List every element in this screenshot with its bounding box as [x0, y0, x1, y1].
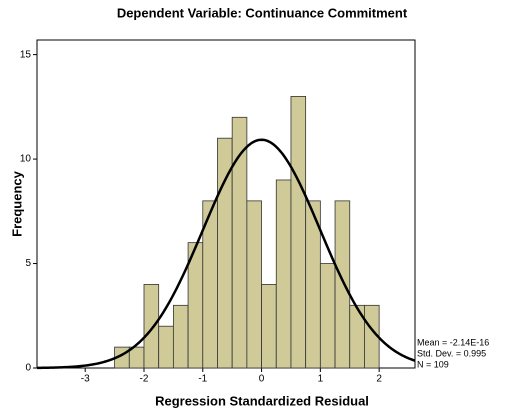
- chart-title: Dependent Variable: Continuance Commitme…: [117, 5, 408, 20]
- bar: [143, 284, 160, 369]
- bar: [334, 200, 351, 369]
- bar: [275, 179, 292, 369]
- bar: [246, 200, 262, 369]
- bar: [172, 304, 189, 369]
- x-tick-label: -3: [81, 374, 90, 385]
- bar: [319, 263, 336, 369]
- x-tick-label: -2: [140, 374, 149, 385]
- stat-label: Mean = -2.14E-16: [417, 337, 489, 347]
- y-axis-label: Frequency: [9, 170, 24, 237]
- y-tick-label: 15: [20, 49, 32, 60]
- y-tick-label: 10: [20, 154, 32, 165]
- normal-curve: [36, 138, 416, 370]
- x-tick-label: -1: [198, 374, 207, 385]
- y-tick-label: 0: [25, 363, 31, 374]
- bar: [261, 284, 277, 369]
- x-tick-label: 1: [318, 374, 324, 385]
- x-axis-label: Regression Standardized Residual: [155, 393, 369, 408]
- y-tick-label: 5: [25, 258, 31, 269]
- stat-label: N = 109: [417, 359, 449, 369]
- bar: [290, 96, 307, 369]
- stat-label: Std. Dev. = 0.995: [417, 348, 486, 358]
- bar: [158, 325, 174, 369]
- x-tick-label: 0: [259, 374, 265, 385]
- x-tick-label: 2: [376, 374, 382, 385]
